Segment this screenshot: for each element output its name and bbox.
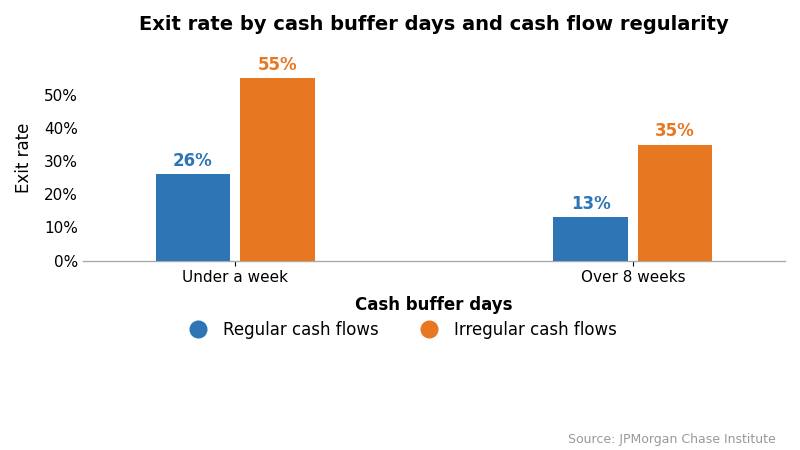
Text: 13%: 13%: [571, 195, 610, 213]
Text: 26%: 26%: [173, 152, 213, 170]
Text: Source: JPMorgan Chase Institute: Source: JPMorgan Chase Institute: [568, 432, 776, 446]
Text: 35%: 35%: [655, 122, 695, 140]
Bar: [638, 144, 713, 261]
Title: Exit rate by cash buffer days and cash flow regularity: Exit rate by cash buffer days and cash f…: [139, 15, 729, 34]
Bar: [155, 175, 230, 261]
Text: 55%: 55%: [258, 56, 297, 74]
Y-axis label: Exit rate: Exit rate: [15, 122, 33, 193]
X-axis label: Cash buffer days: Cash buffer days: [355, 297, 513, 315]
Bar: [240, 78, 314, 261]
Bar: [554, 217, 628, 261]
Legend: Regular cash flows, Irregular cash flows: Regular cash flows, Irregular cash flows: [174, 314, 623, 346]
